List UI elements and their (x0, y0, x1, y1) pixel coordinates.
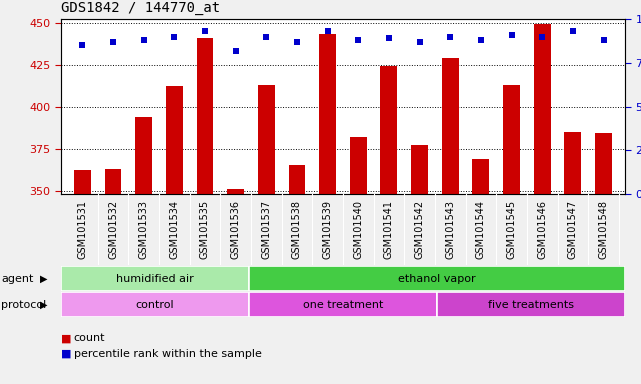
Text: ■: ■ (61, 349, 71, 359)
Bar (61, 266, 249, 291)
Point (415, 39, 425, 45)
Point (476, 37, 486, 43)
Text: count: count (74, 333, 105, 343)
Text: ■: ■ (61, 333, 71, 343)
Bar (135, 117, 152, 194)
Bar (472, 159, 489, 194)
Text: GSM101537: GSM101537 (262, 200, 271, 259)
Point (384, 35, 394, 41)
Bar (61, 292, 249, 317)
Point (445, 34, 455, 40)
Bar (249, 292, 437, 317)
Point (77, 42, 87, 48)
Bar (595, 134, 612, 194)
Bar (350, 137, 367, 194)
Text: protocol: protocol (1, 300, 47, 310)
Text: GSM101538: GSM101538 (292, 200, 302, 258)
Text: ▶: ▶ (40, 300, 47, 310)
Text: GSM101531: GSM101531 (78, 200, 87, 258)
Bar (411, 145, 428, 194)
Text: GSM101548: GSM101548 (599, 200, 608, 258)
Text: GSM101535: GSM101535 (200, 200, 210, 259)
Text: GDS1842 / 144770_at: GDS1842 / 144770_at (61, 2, 220, 15)
Bar (74, 170, 91, 194)
Point (537, 34, 547, 40)
Point (200, 28, 210, 35)
Text: humidified air: humidified air (116, 273, 194, 284)
Text: control: control (136, 300, 174, 310)
Text: GSM101546: GSM101546 (537, 200, 547, 258)
Text: GSM101539: GSM101539 (322, 200, 333, 258)
Point (599, 37, 609, 43)
Text: GSM101545: GSM101545 (506, 200, 517, 259)
Text: agent: agent (1, 274, 34, 284)
Text: GSM101540: GSM101540 (353, 200, 363, 258)
Point (568, 28, 578, 35)
Bar (565, 132, 581, 194)
Bar (503, 85, 520, 194)
Bar (381, 66, 397, 194)
Bar (288, 166, 305, 194)
Bar (166, 86, 183, 194)
Bar (249, 266, 625, 291)
Bar (227, 189, 244, 194)
Text: GSM101532: GSM101532 (108, 200, 118, 259)
Bar (534, 24, 551, 194)
Text: GSM101542: GSM101542 (415, 200, 424, 259)
Point (108, 39, 118, 45)
Text: GSM101534: GSM101534 (169, 200, 179, 258)
Text: GSM101547: GSM101547 (568, 200, 578, 259)
Point (322, 28, 333, 35)
Text: ethanol vapor: ethanol vapor (398, 273, 476, 284)
Text: percentile rank within the sample: percentile rank within the sample (74, 349, 262, 359)
Bar (319, 34, 336, 194)
Text: one treatment: one treatment (303, 300, 383, 310)
Point (261, 34, 271, 40)
Text: GSM101541: GSM101541 (384, 200, 394, 258)
Point (292, 39, 302, 45)
Bar (197, 38, 213, 194)
Point (169, 34, 179, 40)
Point (353, 37, 363, 43)
Text: GSM101544: GSM101544 (476, 200, 486, 258)
Text: GSM101536: GSM101536 (231, 200, 240, 258)
Text: ▶: ▶ (40, 274, 47, 284)
Bar (437, 292, 625, 317)
Text: five treatments: five treatments (488, 300, 574, 310)
Text: GSM101543: GSM101543 (445, 200, 455, 258)
Text: GSM101533: GSM101533 (138, 200, 149, 258)
Bar (104, 169, 121, 194)
Point (506, 32, 517, 38)
Point (138, 37, 149, 43)
Bar (442, 58, 459, 194)
Bar (258, 85, 275, 194)
Point (231, 48, 241, 54)
